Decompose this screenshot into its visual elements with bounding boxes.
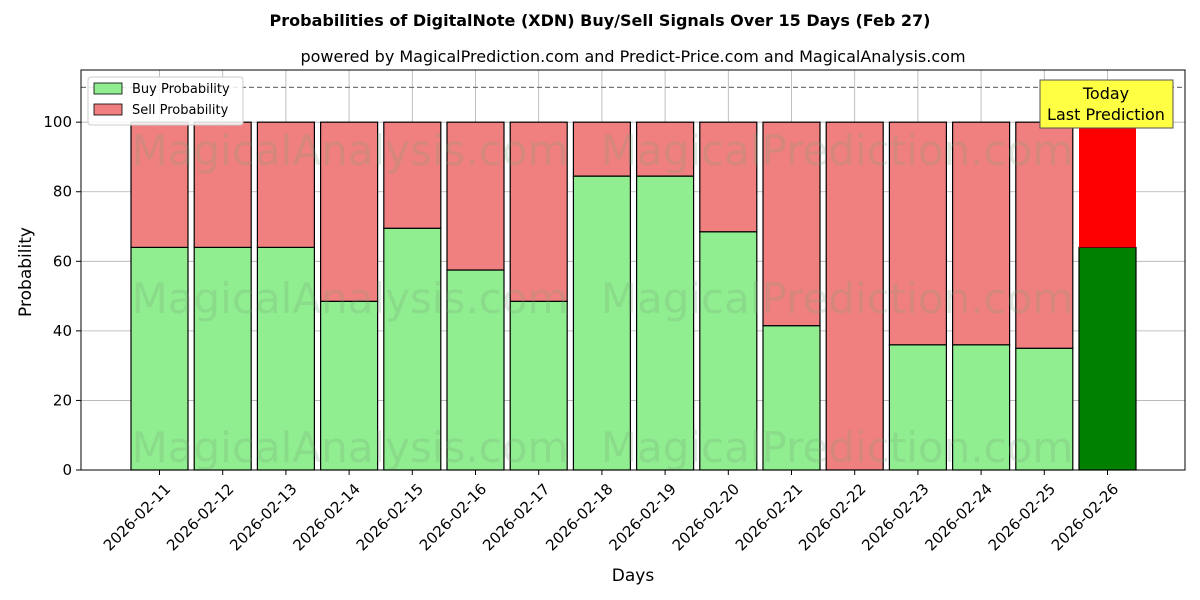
bar-buy [635, 175, 695, 471]
x-tick-label: 2026-02-11 [100, 480, 174, 554]
legend-label-sell: Sell Probability [132, 103, 229, 118]
x-tick-label: 2026-02-25 [985, 480, 1059, 554]
y-tick-label: 40 [53, 322, 72, 340]
y-tick-label: 20 [53, 391, 72, 409]
bar-sell [635, 121, 695, 177]
x-tick-label: 2026-02-26 [1048, 480, 1122, 554]
bar-sell [888, 121, 948, 346]
bar-buy [446, 269, 505, 471]
bar-buy [320, 300, 379, 471]
bar-sell [320, 121, 379, 302]
bar-sell [1079, 122, 1136, 248]
today-annotation: Today Last Prediction [1039, 79, 1174, 129]
bar-sell [572, 121, 632, 177]
bar-sell [509, 121, 568, 302]
bar-sell [130, 121, 189, 248]
y-tick-label: 100 [43, 113, 72, 131]
x-axis-label: Days [612, 566, 655, 586]
x-tick-label: 2026-02-14 [289, 480, 363, 554]
bar-sell [446, 121, 505, 271]
y-tick-label: 0 [62, 461, 72, 479]
x-tick-label: 2026-02-20 [669, 480, 743, 554]
bar-buy [256, 246, 315, 471]
bars-layer [130, 121, 1137, 471]
bar-buy [193, 246, 252, 471]
bar-sell [825, 121, 884, 471]
bar-sell [762, 121, 821, 327]
today-annotation-box [1039, 79, 1174, 129]
chart-title: Probabilities of DigitalNote (XDN) Buy/S… [270, 11, 931, 30]
watermark-text: MagicalAnalysis.com [132, 274, 569, 323]
legend-label-buy: Buy Probability [132, 82, 230, 97]
x-tick-label: 2026-02-12 [163, 480, 237, 554]
x-tick-label: 2026-02-24 [921, 480, 995, 554]
bar-buy [383, 227, 442, 471]
x-tick-label: 2026-02-21 [732, 480, 806, 554]
bar-buy [951, 344, 1011, 471]
bar-sell [256, 121, 315, 248]
legend-swatch-sell [93, 103, 123, 116]
bar-buy [762, 325, 821, 471]
chart-subtitle: powered by MagicalPrediction.com and Pre… [300, 47, 965, 66]
y-axis-ticks: 0 20 40 60 80 100 [43, 113, 81, 479]
bar-buy [888, 344, 948, 471]
x-tick-label: 2026-02-18 [542, 480, 616, 554]
today-annotation-line2: Last Prediction [1047, 105, 1165, 124]
x-tick-label: 2026-02-22 [795, 480, 869, 554]
bar-buy [1078, 246, 1137, 471]
y-tick-label: 60 [53, 252, 72, 270]
bar-buy [699, 231, 758, 471]
y-tick-label: 80 [53, 183, 72, 201]
x-tick-label: 2026-02-19 [605, 480, 679, 554]
bar-buy [572, 175, 632, 471]
watermark-text: MagicalAnalysis.com [132, 126, 569, 175]
watermark-layer: MagicalAnalysis.com MagicalPrediction.com… [132, 126, 1074, 472]
x-tick-label: 2026-02-15 [353, 480, 427, 554]
bar-buy [509, 300, 568, 471]
x-tick-label: 2026-02-17 [479, 480, 553, 554]
legend-swatch-buy [93, 82, 123, 95]
watermark-text: MagicalPrediction.com [601, 274, 1074, 323]
legend-box [87, 76, 244, 126]
today-annotation-line1: Today [1082, 84, 1129, 103]
x-tick-label: 2026-02-23 [858, 480, 932, 554]
y-axis-label: Probability [16, 227, 36, 317]
x-axis-ticks: 2026-02-112026-02-122026-02-132026-02-14… [100, 470, 1122, 554]
watermark-text: MagicalPrediction.com [601, 423, 1074, 472]
x-tick-label: 2026-02-13 [226, 480, 300, 554]
bar-sell [699, 121, 758, 233]
x-tick-label: 2026-02-16 [416, 480, 490, 554]
bar-sell [383, 121, 442, 229]
bar-sell [951, 121, 1011, 346]
watermark-text: MagicalAnalysis.com [132, 423, 569, 472]
plot-frame [80, 69, 1186, 471]
legend: Buy Probability Sell Probability [87, 76, 244, 126]
watermark-text: MagicalPrediction.com [601, 126, 1074, 175]
bar-buy [1015, 347, 1074, 471]
